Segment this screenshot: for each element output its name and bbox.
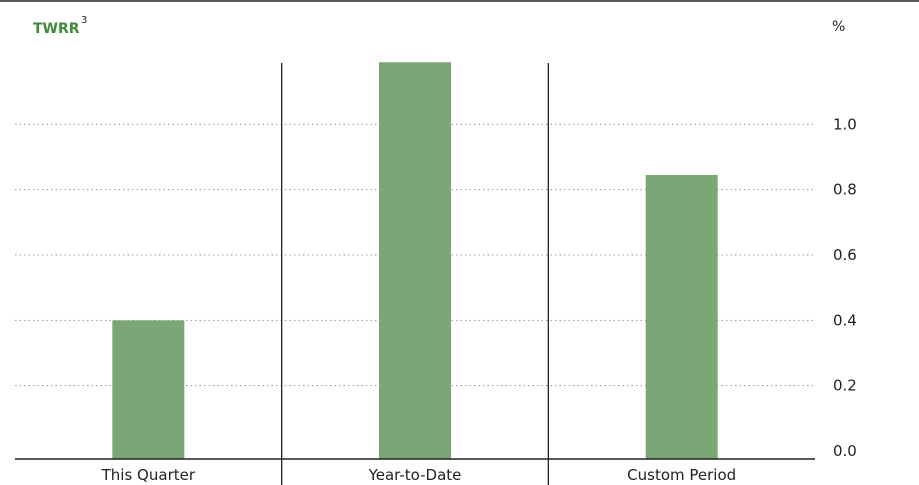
y-tick-label: 0.6 [833, 246, 857, 264]
unit-label: % [832, 19, 845, 35]
y-tick-label: 0.4 [833, 311, 857, 329]
chart-title: TWRR [33, 21, 80, 37]
bar [112, 320, 185, 459]
y-tick-label: 0.8 [833, 181, 857, 199]
y-tick-label: 0.0 [833, 442, 857, 460]
x-axis-categories: This Quarter Year-to-Date Custom Period [101, 466, 737, 484]
category-dividers [281, 63, 549, 485]
y-tick-label: 1.0 [833, 115, 857, 133]
chart-title-superscript: 3 [81, 15, 87, 26]
bars [112, 62, 718, 460]
x-category-label: This Quarter [101, 466, 196, 484]
bar [379, 62, 451, 460]
x-category-label: Year-to-Date [368, 466, 462, 484]
x-category-label: Custom Period [627, 466, 736, 484]
bar [645, 174, 718, 459]
y-axis-ticks: 0.0 0.2 0.4 0.6 0.8 1.0 [833, 115, 857, 460]
y-tick-label: 0.2 [833, 377, 857, 395]
